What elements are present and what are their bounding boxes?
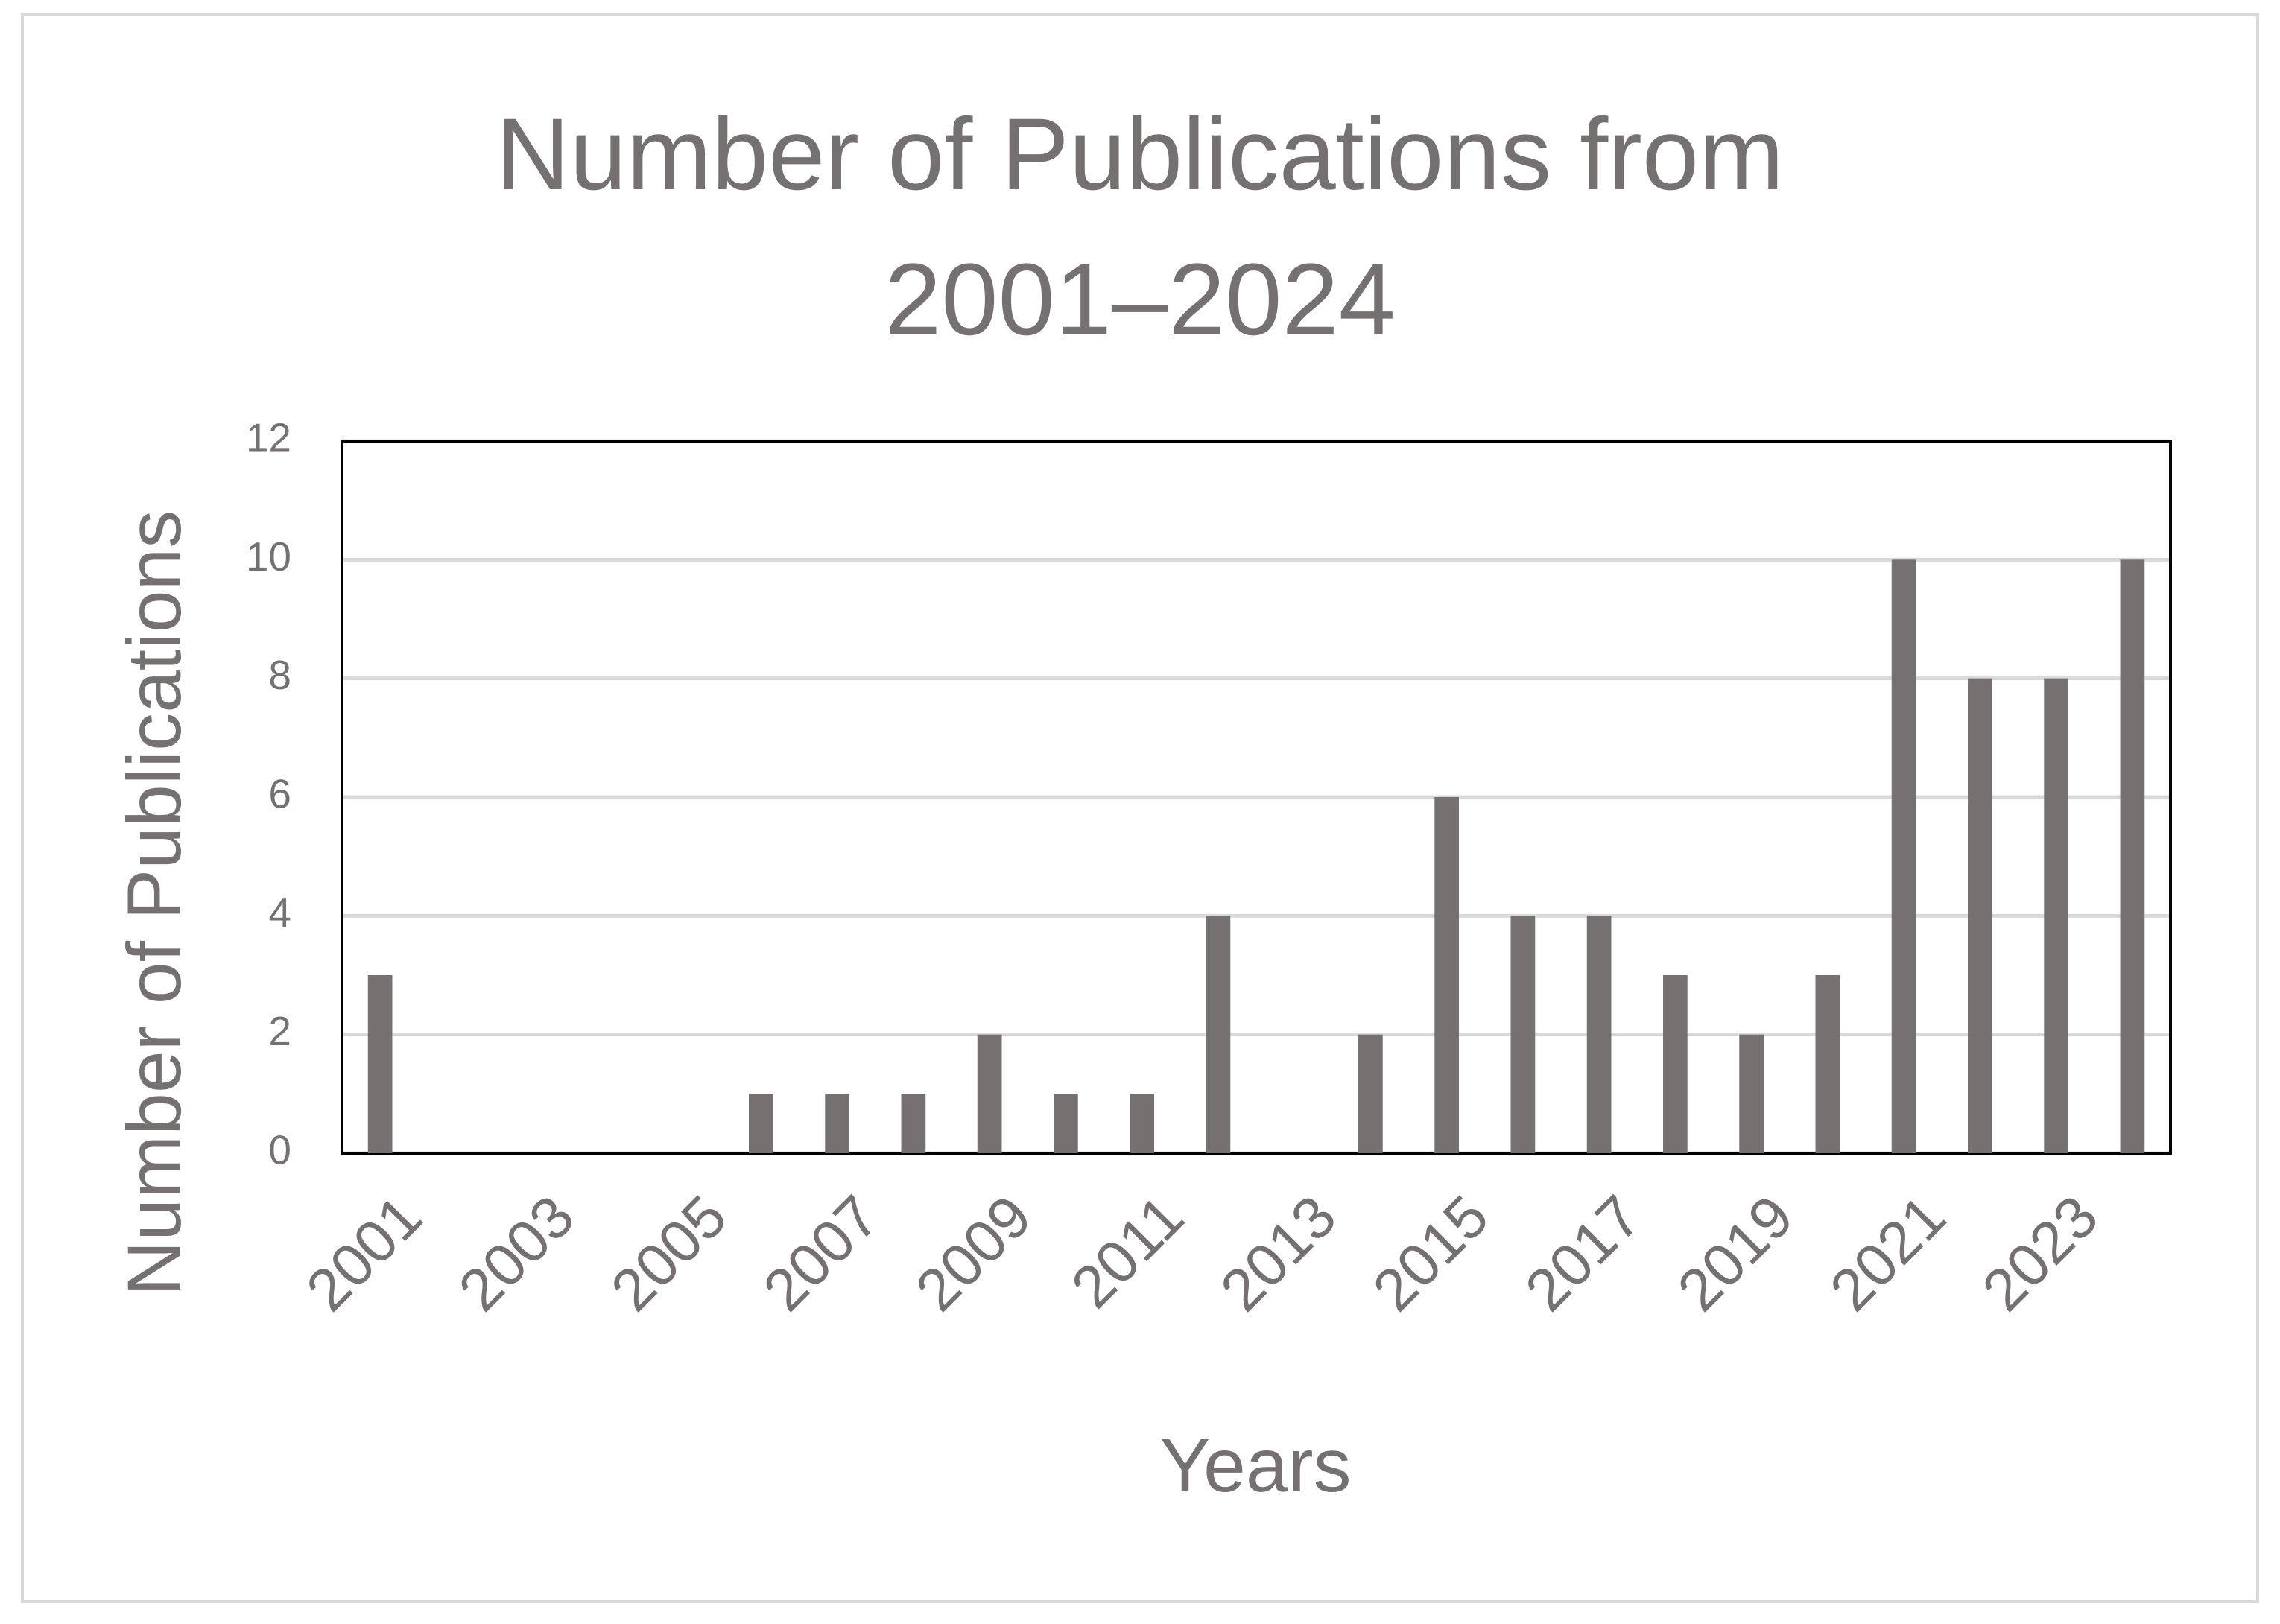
bar bbox=[1054, 1094, 1078, 1153]
y-tick-label: 10 bbox=[246, 533, 291, 580]
bar bbox=[901, 1094, 926, 1153]
plot-frame bbox=[341, 440, 2172, 1155]
bar bbox=[1130, 1094, 1154, 1153]
y-tick-label: 12 bbox=[246, 415, 291, 461]
bar bbox=[2120, 559, 2145, 1153]
bar bbox=[977, 1034, 1002, 1153]
bar bbox=[1510, 916, 1536, 1153]
bar bbox=[2044, 678, 2068, 1153]
bar bbox=[1815, 975, 1840, 1153]
chart-border bbox=[21, 13, 2259, 1603]
bar bbox=[825, 1094, 849, 1153]
y-tick-label: 4 bbox=[268, 889, 291, 936]
chart-title: Number of Publications from 2001–2024 bbox=[495, 98, 1785, 357]
y-tick-label: 0 bbox=[268, 1127, 291, 1173]
y-axis-title: Number of Publications bbox=[112, 510, 197, 1296]
bar bbox=[367, 975, 393, 1153]
y-tick-label: 6 bbox=[268, 771, 291, 817]
bar bbox=[1891, 559, 1916, 1153]
bar bbox=[1358, 1034, 1383, 1153]
y-tick-label: 8 bbox=[268, 652, 291, 698]
bar bbox=[1586, 916, 1612, 1153]
x-axis-title: Years bbox=[1159, 1423, 1351, 1508]
bar bbox=[1739, 1034, 1764, 1153]
bar bbox=[749, 1094, 773, 1153]
bar bbox=[1206, 916, 1231, 1153]
bar bbox=[1663, 975, 1688, 1153]
bar bbox=[1434, 797, 1459, 1153]
bar bbox=[1968, 678, 1992, 1153]
y-tick-label: 2 bbox=[268, 1008, 291, 1054]
